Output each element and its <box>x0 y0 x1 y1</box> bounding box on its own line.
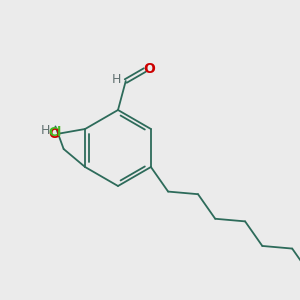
Text: H: H <box>41 124 50 137</box>
Text: Cl: Cl <box>49 126 62 139</box>
Text: O: O <box>143 62 155 76</box>
Text: O: O <box>49 127 60 140</box>
Text: H: H <box>112 73 122 85</box>
